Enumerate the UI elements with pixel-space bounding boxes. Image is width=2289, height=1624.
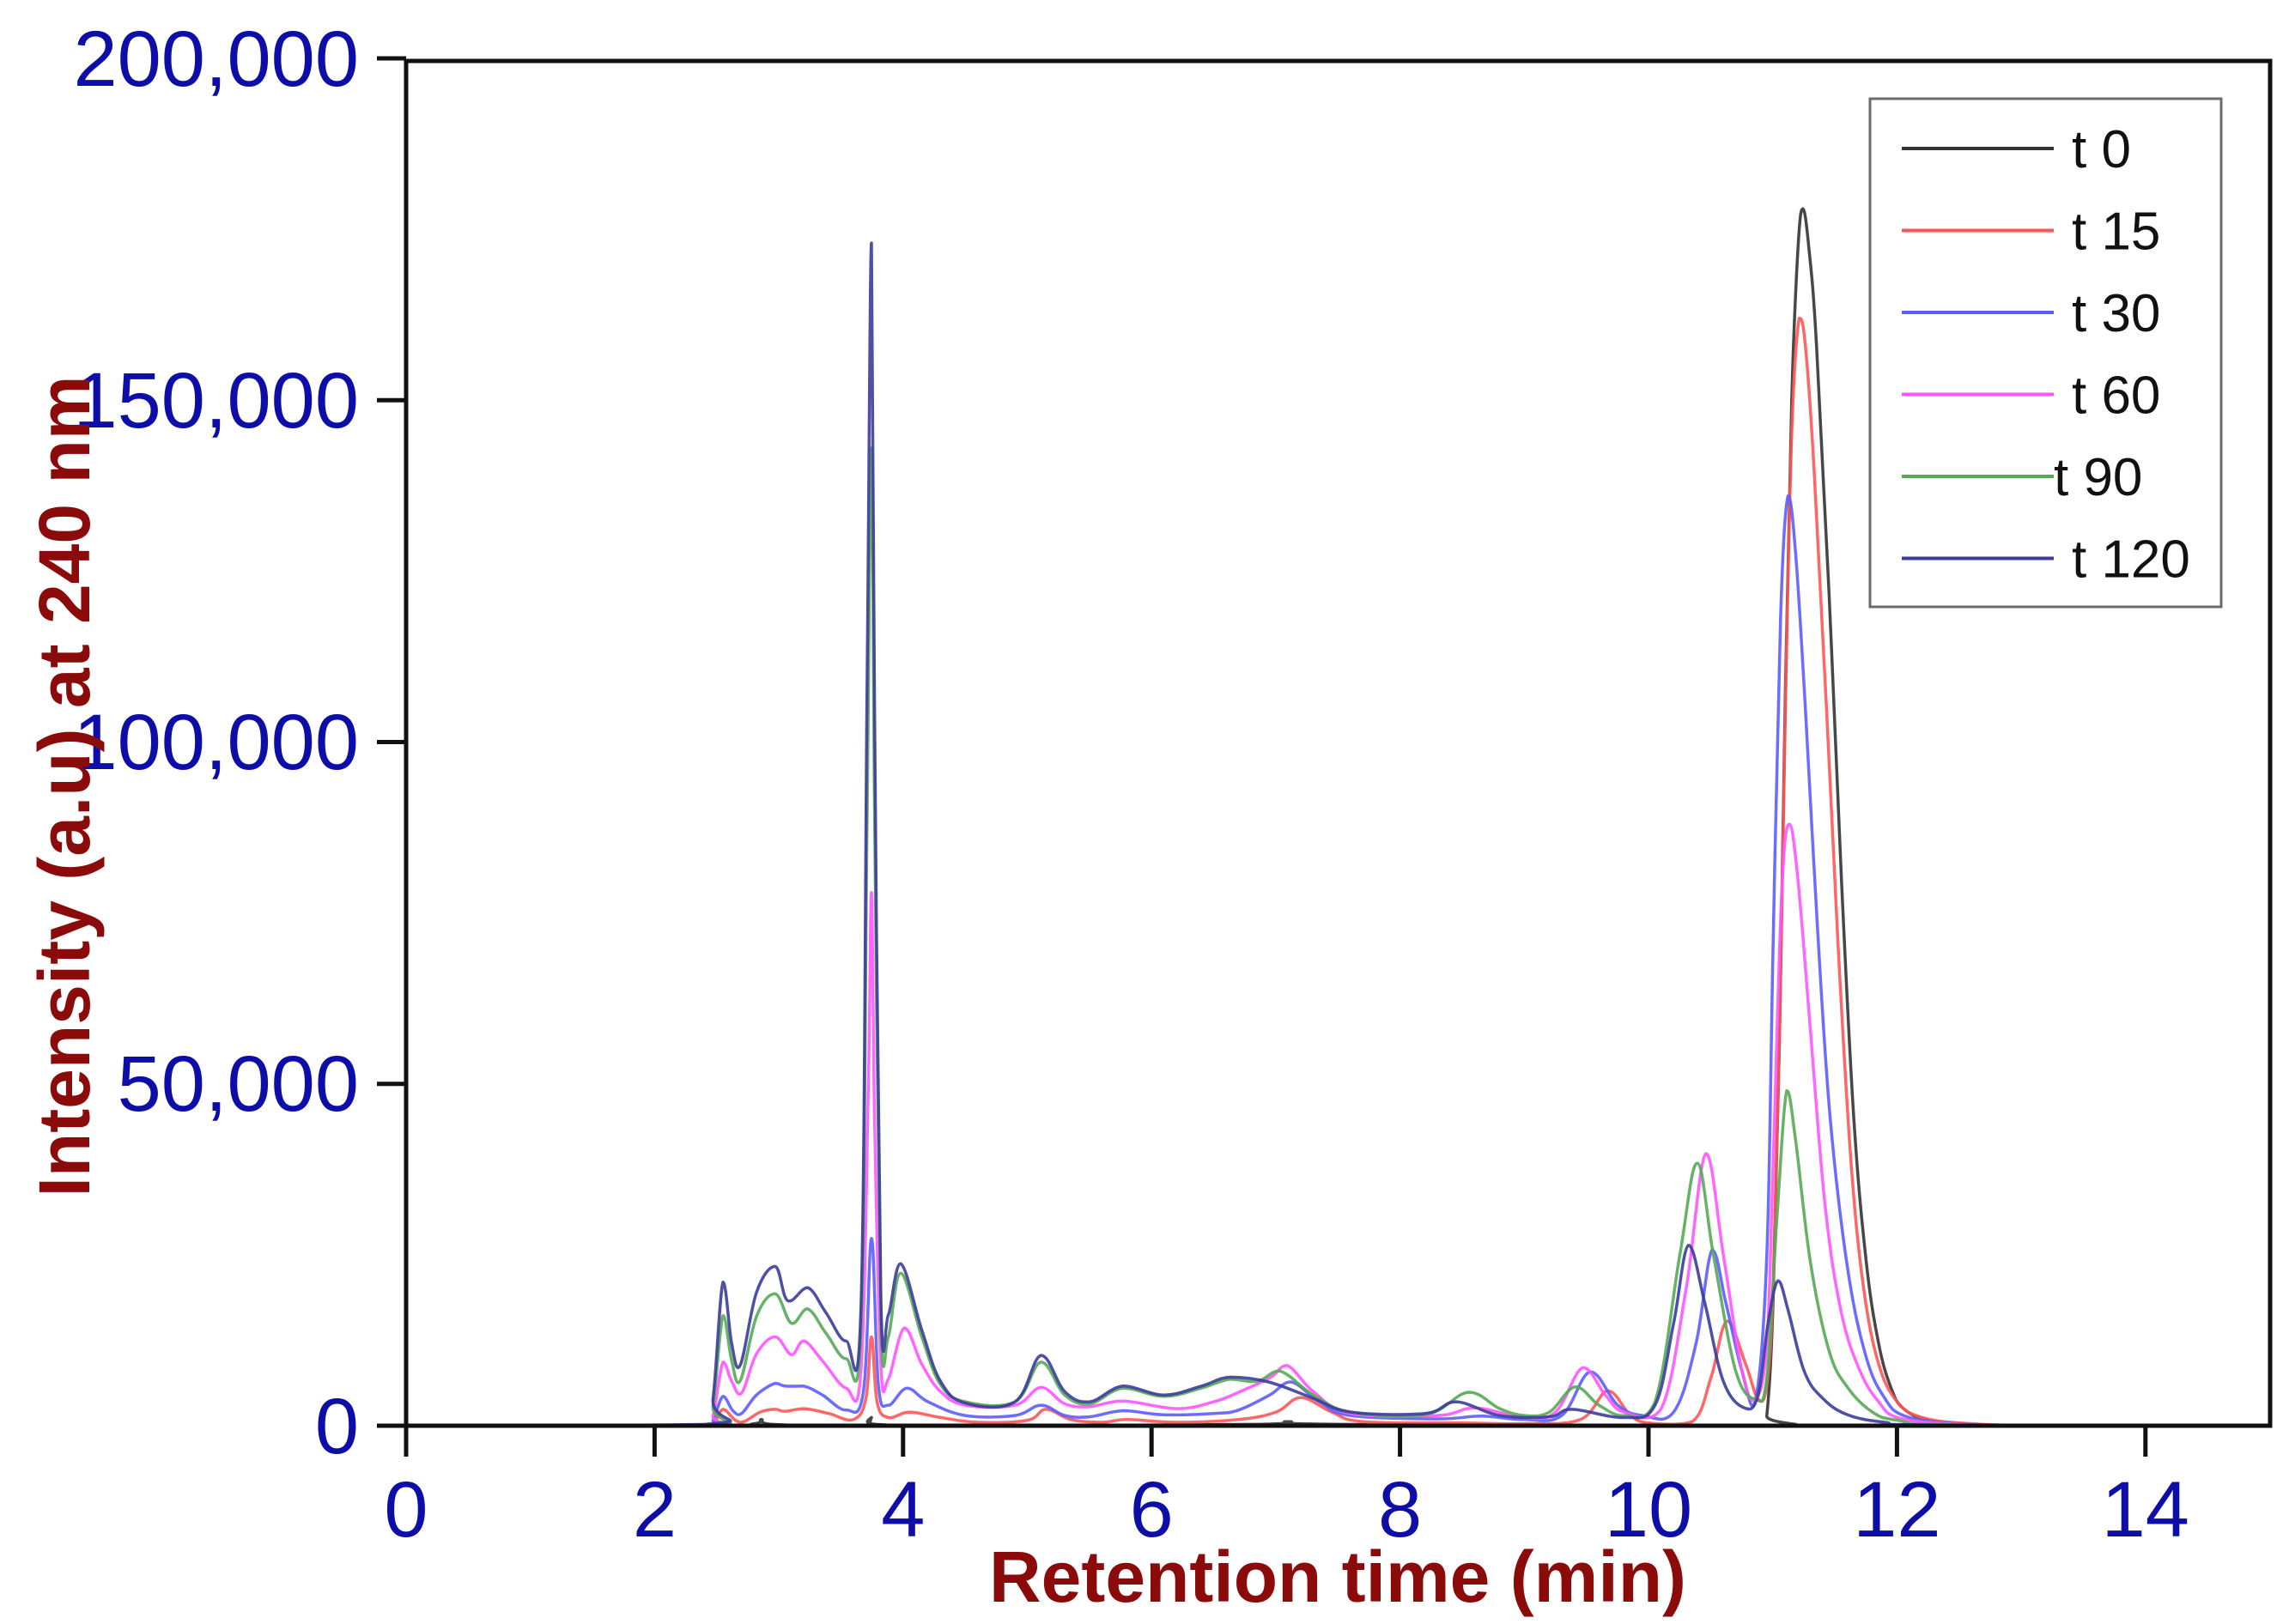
series-line-t-90 bbox=[404, 446, 2272, 1427]
y-tick-label: 150,000 bbox=[73, 357, 359, 445]
series-line-t-30 bbox=[404, 494, 2272, 1427]
y-axis-title: Intensity (a.u) at 240 nm bbox=[24, 376, 105, 1197]
y-axis: 0 50,000 100,000 150,000 200,000 Intensi… bbox=[24, 15, 406, 1470]
y-tick-label: 0 bbox=[315, 1383, 359, 1470]
x-tick-label: 8 bbox=[1378, 1466, 1422, 1554]
x-tick-label: 6 bbox=[1130, 1466, 1174, 1554]
x-tick-label: 10 bbox=[1605, 1466, 1692, 1554]
legend-label: t 30 bbox=[2072, 284, 2160, 343]
legend-box bbox=[1868, 97, 2223, 609]
x-axis: 0 2 4 6 8 10 12 14 Retention time (min) bbox=[384, 1426, 2189, 1617]
legend-label: t 15 bbox=[2072, 203, 2160, 262]
legend-items: t 0 t 15 t 30 t 60 t 90 t 120 bbox=[1902, 120, 2190, 590]
legend-label: t 0 bbox=[2072, 120, 2131, 179]
x-tick-label: 12 bbox=[1853, 1466, 1940, 1554]
series-line-t-60 bbox=[404, 822, 2272, 1427]
series-layer bbox=[404, 207, 2272, 1427]
legend: t 0 t 15 t 30 t 60 t 90 t 120 bbox=[1868, 97, 2223, 609]
legend-label: t 60 bbox=[2072, 367, 2160, 426]
x-tick-label: 2 bbox=[633, 1466, 677, 1554]
x-tick-label: 14 bbox=[2102, 1466, 2189, 1554]
legend-label: t 90 bbox=[2054, 448, 2142, 507]
x-axis-title: Retention time (min) bbox=[989, 1536, 1686, 1617]
y-tick-label: 50,000 bbox=[118, 1040, 359, 1128]
y-tick-label: 200,000 bbox=[73, 15, 359, 103]
legend-label: t 120 bbox=[2072, 530, 2190, 590]
series-line-t-120 bbox=[404, 241, 2272, 1427]
x-tick-label: 0 bbox=[384, 1466, 428, 1554]
x-tick-label: 4 bbox=[881, 1466, 925, 1554]
series-line-t-15 bbox=[404, 316, 2272, 1427]
y-tick-label: 100,000 bbox=[73, 699, 359, 786]
